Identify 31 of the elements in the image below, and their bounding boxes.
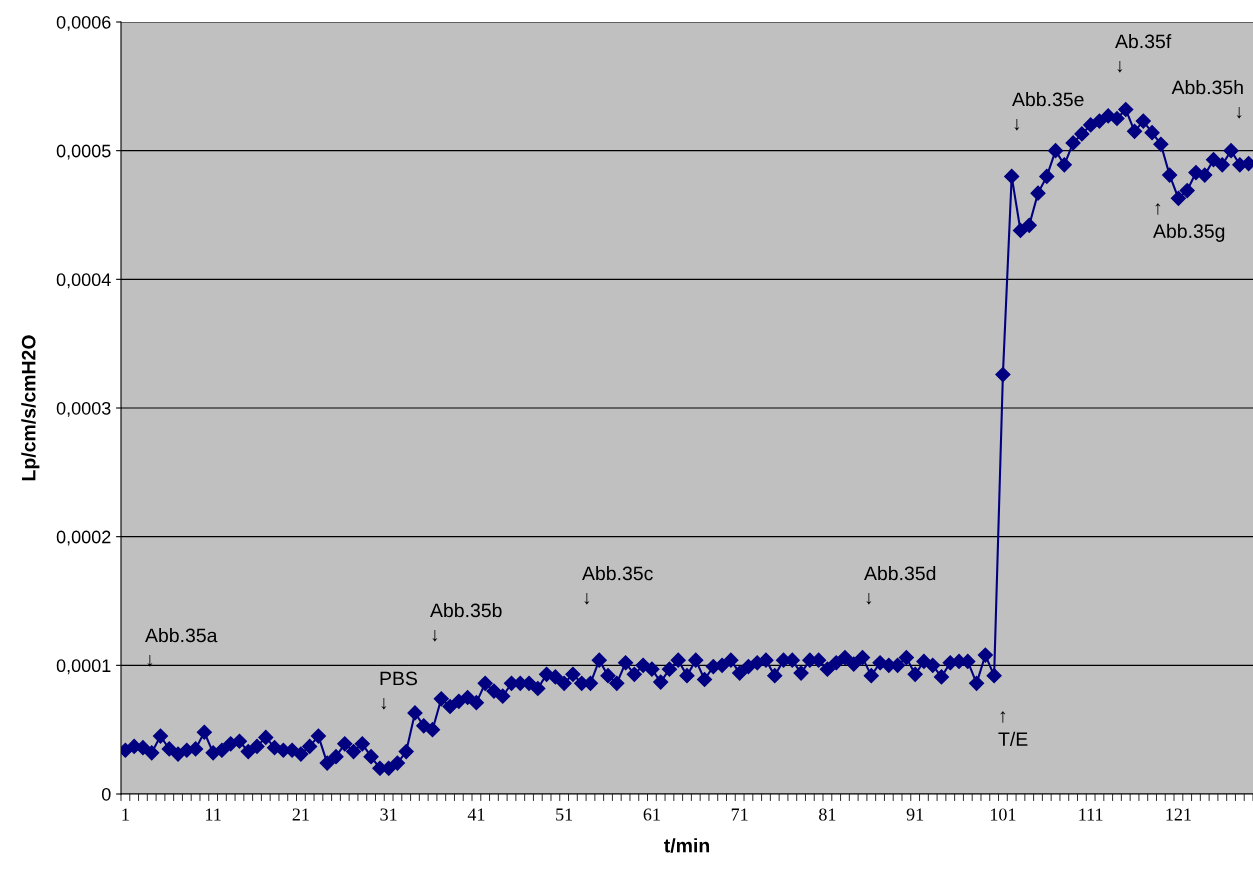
annotation: Abb.35h ↓ [1171, 80, 1243, 119]
x-tick-label: 101 [990, 808, 1016, 821]
x-tick-label: 121 [1166, 808, 1191, 821]
annotation: PBS ↓ [380, 671, 418, 710]
x-tick-label: 91 [906, 808, 924, 821]
x-axis-title: t/min [664, 838, 710, 853]
y-tick-label: 0,0006 [56, 15, 111, 31]
annotation: Ab.35f ↓ [1115, 34, 1172, 73]
x-tick-label: 111 [1079, 808, 1103, 821]
y-tick-label: 0,0001 [56, 659, 111, 675]
x-tick-label: 1 [122, 808, 129, 821]
y-tick-label: 0,0004 [56, 273, 111, 289]
x-tick-label: 21 [292, 808, 309, 821]
y-tick-label: 0,0002 [56, 530, 111, 546]
y-axis-title: Lp/cm/s/cmH2O [21, 335, 40, 481]
x-tick-label: 71 [731, 808, 748, 821]
y-tick-label: 0 [101, 787, 111, 801]
annotation: ↑ T/E [998, 711, 1028, 747]
annotation: Abb.35c ↓ [582, 566, 653, 605]
y-tick-label: 0,0005 [56, 144, 111, 160]
x-tick-label: 51 [556, 808, 573, 821]
annotation: ↑ Abb.35g [1153, 203, 1225, 242]
x-tick-label: 81 [819, 808, 836, 821]
x-tick-label: 41 [467, 808, 485, 821]
y-tick-label: 0,0003 [56, 401, 111, 417]
annotation: Abb.35e ↓ [1012, 92, 1084, 131]
x-tick-label: 31 [380, 808, 397, 821]
annotation: Abb.35b ↓ [430, 603, 502, 642]
x-tick-label: 11 [206, 808, 221, 821]
x-tick-label: 61 [643, 808, 660, 821]
annotation: Abb.35d ↓ [864, 566, 936, 605]
